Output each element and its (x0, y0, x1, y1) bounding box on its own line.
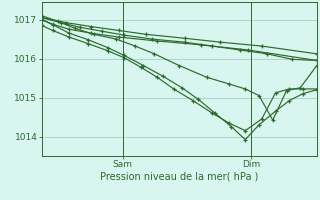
X-axis label: Pression niveau de la mer( hPa ): Pression niveau de la mer( hPa ) (100, 172, 258, 182)
